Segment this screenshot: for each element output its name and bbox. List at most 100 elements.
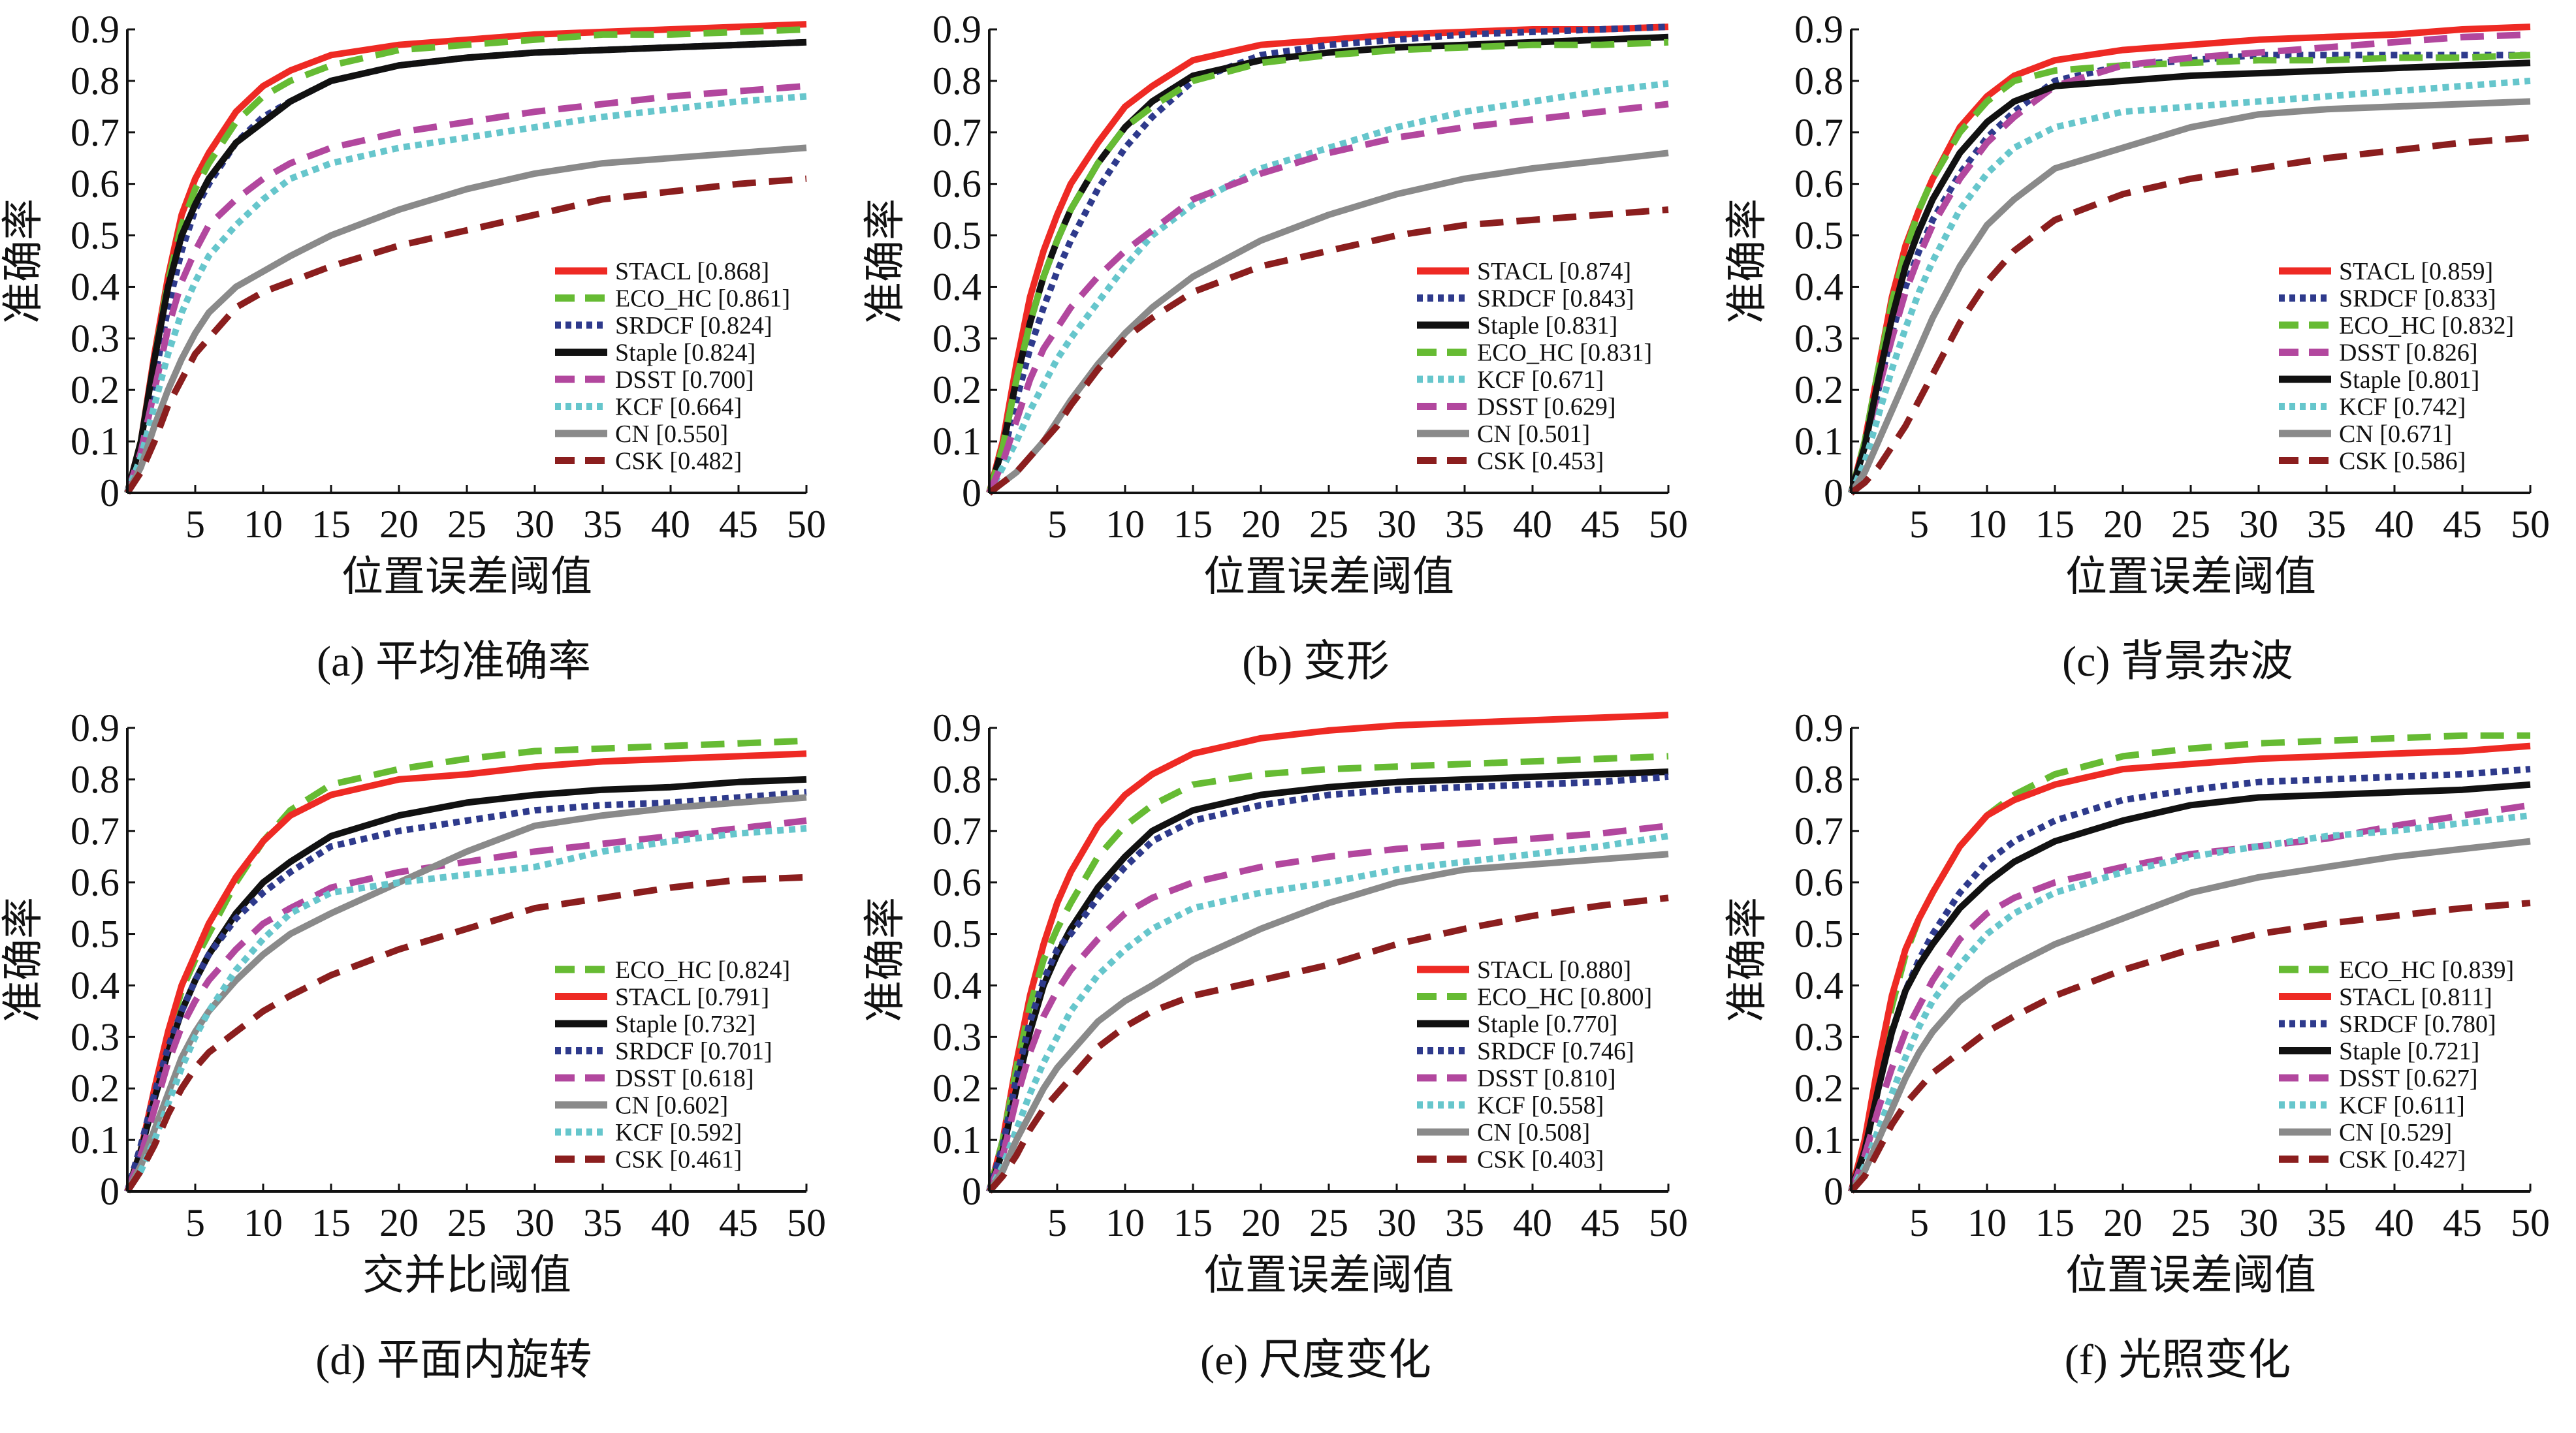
y-tick-label: 0.7 bbox=[932, 111, 981, 154]
y-tick-label: 0.6 bbox=[71, 163, 119, 206]
x-tick-label: 30 bbox=[515, 503, 554, 546]
panel-caption: (a) 平均准确率 bbox=[317, 638, 591, 685]
legend-label: ECO_HC [0.861] bbox=[615, 285, 790, 313]
legend-label: KCF [0.671] bbox=[1477, 366, 1604, 394]
legend-label: DSST [0.700] bbox=[615, 366, 754, 394]
x-tick-label: 5 bbox=[1909, 1201, 1929, 1244]
y-tick-label: 0.8 bbox=[932, 59, 981, 102]
y-tick-label: 0.1 bbox=[71, 420, 119, 463]
legend-label: CSK [0.427] bbox=[2339, 1146, 2466, 1174]
y-tick-label: 0.3 bbox=[71, 1015, 119, 1058]
y-tick-label: 0.5 bbox=[71, 214, 119, 257]
y-tick-label: 0.9 bbox=[71, 8, 119, 51]
y-tick-label: 0 bbox=[1824, 1170, 1843, 1213]
x-tick-label: 25 bbox=[2171, 1201, 2210, 1244]
chart-panel-6: 0 0.1 0.2 0.3 0.4 0.5 0.6 0.7 0.8 0.9 5 10 15 20 25 30 3… bbox=[1724, 706, 2550, 1384]
legend-label: Staple [0.721] bbox=[2339, 1038, 2479, 1065]
y-tick-label: 0.3 bbox=[932, 317, 981, 360]
series-line-kcf bbox=[124, 93, 807, 494]
legend-label: DSST [0.810] bbox=[1477, 1065, 1616, 1092]
series-line-staple bbox=[124, 39, 807, 494]
y-tick-label: 0.6 bbox=[71, 861, 119, 904]
legend: STACL [0.874]SRDCF [0.843]Staple [0.831]… bbox=[1417, 258, 1652, 475]
legend-label: Staple [0.801] bbox=[2339, 366, 2479, 394]
x-tick-label: 40 bbox=[2375, 1201, 2414, 1244]
y-tick-label: 0.4 bbox=[1794, 265, 1843, 308]
x-axis-label: 交并比阈值 bbox=[362, 1252, 571, 1299]
y-tick-label: 0.2 bbox=[932, 1067, 981, 1110]
y-tick-label: 0.5 bbox=[932, 214, 981, 257]
y-tick-label: 0.3 bbox=[1794, 317, 1843, 360]
x-tick-label: 5 bbox=[185, 1201, 205, 1244]
x-tick-label: 10 bbox=[1967, 1201, 2007, 1244]
y-tick-label: 0.5 bbox=[1794, 214, 1843, 257]
x-tick-label: 40 bbox=[1513, 1201, 1552, 1244]
legend-label: STACL [0.874] bbox=[1477, 258, 1631, 285]
series-lines bbox=[986, 712, 1669, 1194]
legend-label: KCF [0.558] bbox=[1477, 1092, 1604, 1120]
y-tick-label: 0.3 bbox=[71, 317, 119, 360]
y-axis-label: 准确率 bbox=[1724, 198, 1770, 324]
y-tick-label: 0.9 bbox=[932, 8, 981, 51]
legend: STACL [0.880]ECO_HC [0.800]Staple [0.770… bbox=[1417, 956, 1652, 1174]
series-line-csk bbox=[987, 206, 1669, 496]
legend-label: SRDCF [0.780] bbox=[2339, 1011, 2496, 1038]
x-tick-label: 15 bbox=[1173, 1201, 1213, 1244]
legend-label: Staple [0.824] bbox=[615, 339, 755, 367]
chart-panel-3: 0 0.1 0.2 0.3 0.4 0.5 0.6 0.7 0.8 0.9 5 10 15 20 25 30 3… bbox=[1724, 8, 2550, 685]
x-tick-label: 15 bbox=[2035, 503, 2075, 546]
panel-caption: (f) 光照变化 bbox=[2065, 1336, 2291, 1384]
x-axis-label: 位置误差阈值 bbox=[1203, 1252, 1454, 1299]
x-tick-label: 30 bbox=[1377, 1201, 1416, 1244]
x-tick-label: 15 bbox=[1173, 503, 1213, 546]
legend-label: CN [0.529] bbox=[2339, 1119, 2452, 1146]
legend-label: ECO_HC [0.831] bbox=[1477, 339, 1652, 367]
y-tick-label: 0.2 bbox=[932, 368, 981, 411]
legend-label: Staple [0.732] bbox=[615, 1011, 755, 1038]
legend: ECO_HC [0.839]STACL [0.811]SRDCF [0.780]… bbox=[2279, 956, 2514, 1174]
series-line-dsst bbox=[124, 82, 807, 494]
panel-caption: (e) 尺度变化 bbox=[1200, 1336, 1431, 1384]
legend-label: STACL [0.868] bbox=[615, 258, 769, 285]
x-tick-label: 35 bbox=[2307, 503, 2346, 546]
legend-label: KCF [0.611] bbox=[2339, 1092, 2465, 1120]
y-tick-label: 0.6 bbox=[1794, 163, 1843, 206]
x-tick-label: 50 bbox=[1649, 1201, 1688, 1244]
y-tick-label: 0.2 bbox=[71, 1067, 119, 1110]
legend-label: SRDCF [0.746] bbox=[1477, 1038, 1634, 1065]
y-tick-label: 0.1 bbox=[71, 1118, 119, 1161]
y-tick-label: 0.7 bbox=[71, 111, 119, 154]
y-tick-label: 0.5 bbox=[71, 913, 119, 956]
legend-label: CSK [0.482] bbox=[615, 448, 742, 475]
series-line-dsst bbox=[124, 817, 807, 1193]
legend-label: ECO_HC [0.832] bbox=[2339, 312, 2514, 339]
y-axis-label: 准确率 bbox=[862, 198, 908, 324]
series-line-csk bbox=[124, 874, 807, 1193]
x-tick-label: 25 bbox=[447, 503, 486, 546]
legend-label: SRDCF [0.701] bbox=[615, 1038, 772, 1065]
x-tick-label: 50 bbox=[787, 1201, 826, 1244]
x-tick-label: 35 bbox=[2307, 1201, 2346, 1244]
x-tick-label: 50 bbox=[1649, 503, 1688, 546]
x-tick-label: 25 bbox=[447, 1201, 486, 1244]
legend-label: ECO_HC [0.800] bbox=[1477, 984, 1652, 1011]
y-tick-label: 0.9 bbox=[932, 706, 981, 749]
x-tick-label: 30 bbox=[1377, 503, 1416, 546]
y-tick-label: 0.7 bbox=[1794, 810, 1843, 853]
series-lines bbox=[124, 737, 807, 1193]
legend-label: SRDCF [0.843] bbox=[1477, 285, 1634, 313]
y-tick-label: 0.8 bbox=[71, 758, 119, 801]
x-tick-label: 5 bbox=[185, 503, 205, 546]
y-tick-label: 0 bbox=[962, 1170, 981, 1213]
y-tick-label: 0 bbox=[100, 1170, 119, 1213]
x-tick-label: 35 bbox=[1445, 503, 1484, 546]
legend-label: SRDCF [0.833] bbox=[2339, 285, 2496, 313]
series-line-dsst bbox=[986, 101, 1669, 495]
x-tick-label: 20 bbox=[2103, 1201, 2142, 1244]
legend-label: DSST [0.627] bbox=[2339, 1065, 2478, 1092]
series-line-eco-hc bbox=[986, 753, 1669, 1193]
x-axis-label: 位置误差阈值 bbox=[1203, 554, 1454, 600]
y-tick-label: 0.2 bbox=[1794, 1067, 1843, 1110]
x-tick-label: 30 bbox=[515, 1201, 554, 1244]
